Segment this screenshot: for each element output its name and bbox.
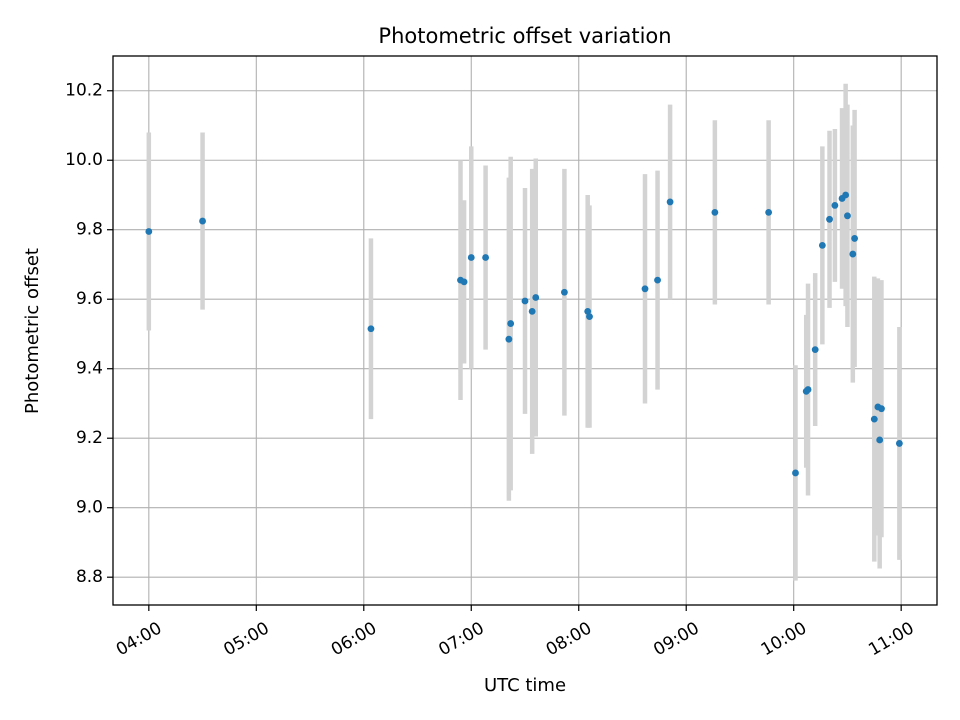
- data-point: [831, 202, 839, 209]
- data-point: [851, 235, 858, 242]
- data-point: [711, 208, 719, 216]
- data-point: [507, 320, 515, 327]
- data-point: [826, 215, 833, 223]
- data-point: [586, 313, 593, 321]
- y-tick-label: 10.2: [65, 81, 103, 101]
- x-axis-label: UTC time: [484, 675, 566, 696]
- data-point: [584, 307, 592, 315]
- data-point: [467, 254, 475, 261]
- y-tick-label: 9.6: [76, 289, 103, 309]
- data-point: [145, 228, 153, 235]
- data-point: [878, 405, 885, 413]
- data-point: [528, 307, 536, 315]
- y-tick-label: 9.4: [76, 359, 103, 379]
- data-point: [482, 254, 489, 261]
- chart-title: Photometric offset variation: [378, 24, 671, 48]
- y-tick-label: 8.8: [76, 567, 103, 587]
- data-point: [765, 208, 773, 216]
- y-tick-label: 9.8: [76, 220, 103, 240]
- y-tick-label: 10.0: [65, 150, 103, 170]
- data-point: [849, 250, 857, 258]
- y-axis-label: Photometric offset: [22, 248, 43, 414]
- data-point: [532, 294, 540, 301]
- data-point: [811, 346, 819, 354]
- data-point: [641, 285, 649, 293]
- data-point: [199, 217, 206, 225]
- y-tick-label: 9.2: [76, 428, 103, 448]
- data-point: [666, 198, 674, 206]
- data-point: [895, 440, 903, 447]
- plot-frame: [112, 55, 938, 606]
- y-tick-label: 9.0: [76, 498, 103, 518]
- data-point: [792, 469, 799, 477]
- y-axis-ticks: 8.8 9.0 9.2 9.4 9.6 9.8 10.0 10.2: [65, 81, 113, 587]
- data-point: [870, 415, 878, 423]
- data-point: [521, 297, 529, 305]
- data-point: [367, 325, 375, 333]
- data-point: [804, 386, 812, 393]
- data-point: [876, 436, 884, 444]
- data-point: [842, 191, 850, 199]
- data-point: [505, 335, 513, 343]
- data-point: [654, 276, 661, 284]
- data-point: [818, 241, 826, 249]
- data-point: [460, 278, 468, 286]
- data-point: [844, 212, 851, 220]
- data-point: [561, 288, 568, 296]
- data-points: [145, 191, 903, 477]
